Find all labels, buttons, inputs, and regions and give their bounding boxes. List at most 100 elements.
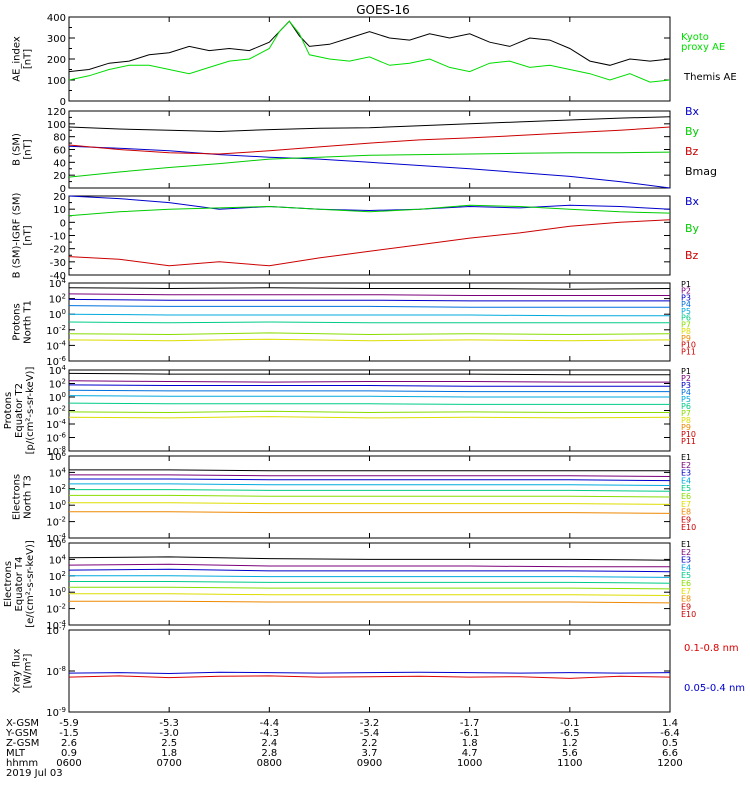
y-axis-label: Electrons [12, 474, 23, 520]
legend-entry: By [685, 125, 700, 138]
legend-entry: P8 [681, 416, 691, 425]
legend-entry: proxy AE [681, 42, 725, 53]
x-row-value: 6.6 [662, 748, 678, 759]
legend-entry: E3 [681, 469, 691, 478]
y-tick-label: 40 [53, 158, 66, 169]
y-tick-label: 10-8 [46, 665, 66, 678]
series-line-2 [68, 20, 671, 83]
legend-entry: E10 [681, 523, 696, 532]
y-tick-label: 10-7 [46, 624, 66, 637]
x-row-value: 3.7 [362, 748, 378, 759]
legend-entry: E1 [681, 453, 691, 462]
legend-entry: P11 [681, 347, 696, 356]
x-row-value: 4.7 [462, 748, 478, 759]
panel-frame [68, 16, 671, 102]
y-axis-label: [nT] [23, 49, 34, 69]
y-tick-label: 100 [49, 308, 66, 321]
y-tick-label: 300 [47, 34, 66, 45]
legend-entry: E7 [681, 587, 691, 596]
series-line-0-1-0-8-nm [68, 675, 671, 679]
series-line-bmag [68, 116, 671, 133]
legend-entry: E9 [681, 515, 691, 524]
y-tick-label: 80 [53, 133, 66, 144]
y-tick-label: 10-4 [46, 339, 66, 352]
x-row-value: 1100 [557, 758, 582, 769]
y-tick-label: 102 [49, 570, 66, 583]
y-tick-label: 200 [47, 55, 66, 66]
x-row-value: 2.5 [161, 738, 177, 749]
y-axis-label: B (SM) [12, 133, 23, 166]
series-line-bx [68, 145, 671, 189]
x-row-value: -1.5 [59, 728, 79, 739]
y-tick-label: 10-4 [46, 619, 66, 632]
series-line-p1 [68, 287, 671, 290]
y-axis-label: North T3 [23, 475, 34, 519]
series-line-by [68, 204, 671, 217]
legend-entry: E5 [681, 571, 691, 580]
x-row-label: X-GSM [6, 718, 39, 729]
y-tick-label: 10-4 [46, 532, 66, 545]
y-tick-label: 100 [49, 391, 66, 404]
series-line-by [68, 151, 671, 178]
panel-frame [68, 110, 671, 189]
series-line-p5 [68, 395, 670, 398]
legend-entry: E2 [681, 548, 691, 557]
x-row-value: 0.5 [662, 738, 678, 749]
x-row-value: 5.6 [562, 748, 578, 759]
legend-entry: P1 [681, 367, 691, 376]
y-tick-label: 10-2 [46, 516, 66, 529]
y-tick-label: 20 [53, 192, 66, 203]
x-row-value: -4.4 [260, 718, 280, 729]
y-tick-label: 100 [49, 586, 66, 599]
y-tick-label: 60 [53, 146, 66, 157]
series-line-p7 [68, 410, 670, 414]
legend-entry: E4 [681, 563, 691, 572]
x-row-value: -6.5 [560, 728, 580, 739]
y-tick-label: 104 [49, 466, 67, 479]
figure-title: GOES-16 [356, 3, 410, 17]
x-row-value: 2.4 [261, 738, 277, 749]
y-tick-label: 100 [47, 76, 66, 87]
y-tick-label: 10-2 [46, 405, 66, 418]
x-row-value: 1.4 [662, 718, 678, 729]
x-row-value: 1.8 [462, 738, 478, 749]
x-row-value: 2.6 [61, 738, 77, 749]
series-line-e4 [69, 483, 671, 486]
series-line-p4 [68, 389, 670, 393]
x-row-label: hhmm [6, 758, 38, 769]
y-axis-label: Equator T4 [14, 557, 25, 612]
legend-entry: E9 [681, 602, 691, 611]
legend-entry: E10 [681, 610, 696, 619]
legend-entry: P10 [681, 341, 696, 350]
panel-frame [68, 542, 671, 626]
x-row-value: 2.8 [261, 748, 277, 759]
x-row-value: 0800 [257, 758, 282, 769]
x-row-value: 0600 [56, 758, 81, 769]
legend-entry: E7 [681, 500, 691, 509]
series-line-bx [68, 195, 671, 212]
legend-entry: P3 [681, 293, 691, 302]
legend-entry: P4 [681, 388, 691, 397]
series-line-e3 [69, 478, 671, 482]
y-tick-label: -10 [50, 232, 66, 243]
y-tick-label: 100 [47, 120, 66, 131]
series-line-e1 [68, 556, 671, 561]
legend-entry: Bx [685, 105, 700, 118]
y-axis-label: Equator T2 [14, 383, 25, 438]
series-line-e1 [69, 469, 670, 472]
legend-entry: Bmag [685, 165, 717, 178]
y-tick-label: 10-9 [46, 706, 66, 719]
series-line-p8 [68, 338, 671, 342]
y-tick-label: 20 [53, 171, 66, 182]
legend-entry: P2 [681, 374, 691, 383]
panel-4: 10-6 10-4 10-2 100 102 104 Protons North T1 P1P2… [12, 277, 697, 368]
y-axis-label: [nT] [23, 139, 34, 159]
x-row-value: -0.1 [560, 718, 580, 729]
y-tick-label: 104 [49, 277, 67, 290]
series-line-p7 [68, 332, 671, 336]
y-axis-label: [nT] [23, 225, 34, 245]
x-row-value: -4.3 [260, 728, 280, 739]
series-line-p2 [68, 293, 670, 296]
legend-entry: P3 [681, 381, 691, 390]
